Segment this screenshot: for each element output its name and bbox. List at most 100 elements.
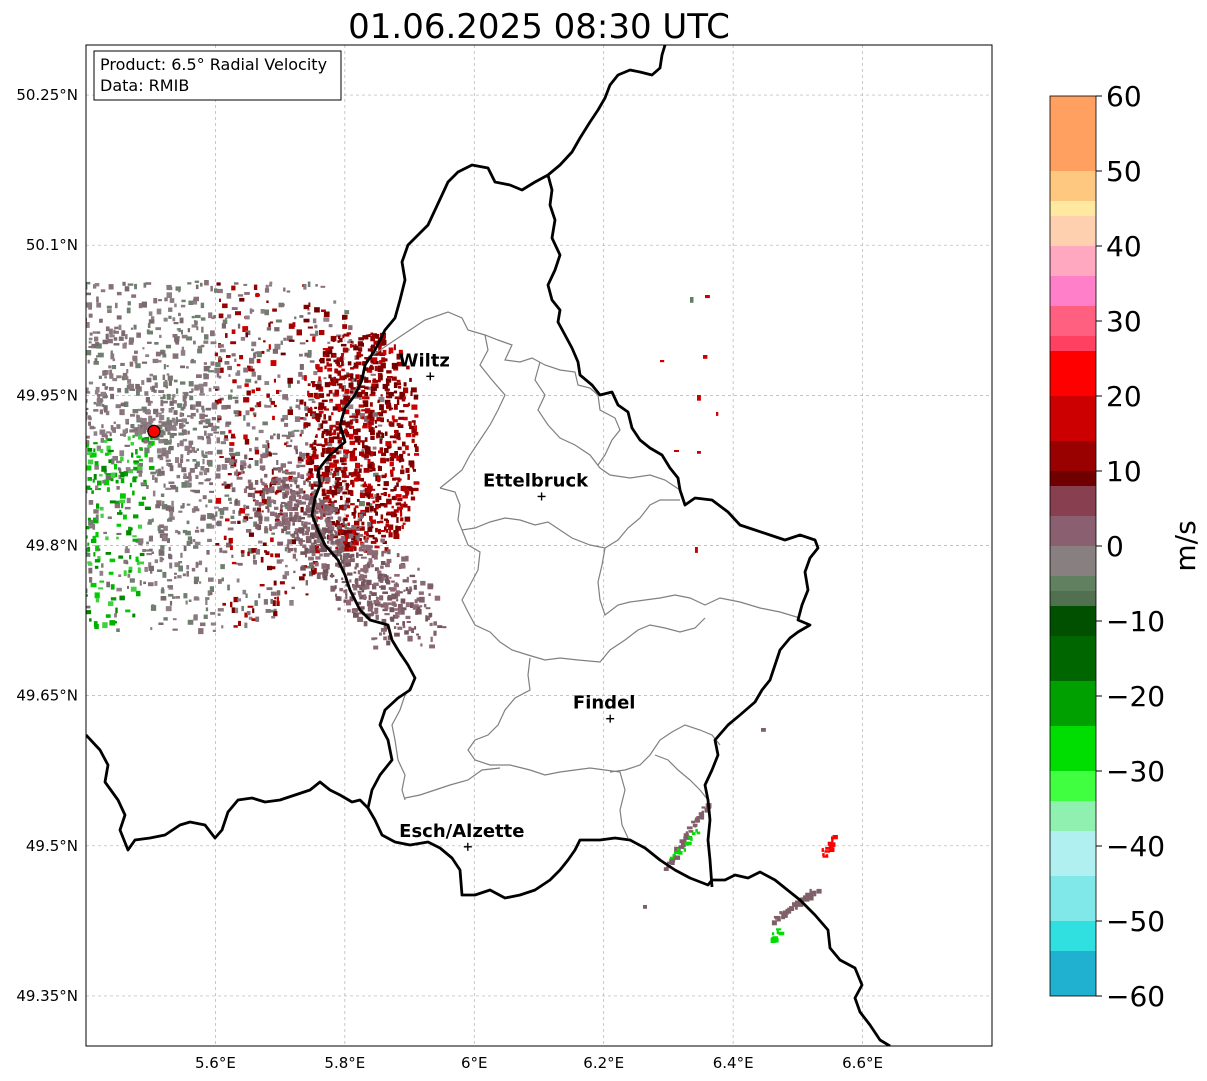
echo-pixel [136,590,141,597]
echo-pixel [299,452,306,458]
echo-pixel [321,309,326,312]
echo-pixel [381,474,387,479]
echo-pixel [304,401,307,407]
echo-pixel [307,408,313,413]
city-label[interactable]: Wiltz [399,350,450,371]
echo-pixel [65,608,69,612]
echo-pixel [117,388,122,393]
echo-pixel [334,378,338,384]
echo-pixel [305,580,308,586]
echo-pixel [230,515,235,519]
echo-pixel [252,309,255,312]
echo-pixel [104,386,109,389]
radar-site-marker[interactable] [147,424,161,438]
echo-pixel [307,307,310,311]
echo-pixel [28,341,31,347]
echo-pixel [20,536,24,538]
echo-pixel [352,482,355,488]
echo-pixel [338,335,341,340]
echo-pixel [378,412,384,417]
echo-pixel [291,495,296,502]
echo-pixel [53,501,55,504]
echo-pixel [162,353,167,358]
echo-pixel [209,591,213,596]
echo-pixel [7,477,13,479]
echo-pixel [106,431,111,434]
echo-pixel [381,551,384,557]
echo-pixel [372,379,378,383]
echo-pixel [276,520,282,526]
echo-pixel [268,322,271,328]
echo-pixel [332,392,335,395]
echo-pixel [149,373,154,377]
echo-pixel [11,397,14,400]
city-label[interactable]: Esch/Alzette [399,821,524,842]
echo-pixel [333,507,338,512]
echo-pixel [781,916,785,920]
echo-pixel [20,296,26,299]
city-label[interactable]: Ettelbruck [483,470,589,491]
echo-pixel [231,487,236,493]
echo-pixel [399,352,404,356]
echo-pixel [685,835,691,840]
echo-pixel [273,608,277,612]
echo-pixel [183,401,187,407]
echo-pixel [813,890,817,897]
echo-pixel [367,507,373,513]
echo-pixel [318,402,325,408]
echo-pixel [127,301,131,306]
echo-pixel [286,444,292,448]
echo-pixel [138,524,143,529]
echo-pixel [104,452,109,456]
echo-pixel [383,602,388,606]
echo-pixel [414,414,419,418]
echo-pixel [214,352,218,357]
echo-pixel [347,373,353,378]
echo-pixel [53,474,57,479]
echo-pixel [349,533,354,539]
echo-pixel [79,541,84,546]
echo-pixel [260,453,265,458]
echo-pixel [49,428,51,433]
echo-pixel [156,473,162,477]
echo-pixel [204,280,209,286]
echo-pixel [89,332,93,336]
echo-pixel [193,320,197,323]
echo-pixel [86,535,88,539]
echo-pixel [178,561,183,564]
echo-pixel [100,448,104,453]
echo-pixel [87,415,91,420]
echo-pixel [412,604,419,610]
echo-pixel [243,516,249,521]
echo-pixel [160,589,165,594]
echo-pixel [92,523,96,530]
echo-pixel [699,813,704,816]
echo-pixel [333,394,339,397]
echo-pixel [832,835,838,840]
echo-pixel [96,394,103,397]
echo-pixel [50,442,55,445]
echo-pixel [389,528,392,534]
echo-pixel [256,351,262,358]
echo-pixel [386,498,392,505]
echo-pixel [246,390,251,396]
echo-pixel [175,486,179,493]
echo-pixel [404,630,409,635]
echo-pixel [202,454,208,458]
echo-pixel [381,534,386,538]
echo-pixel [385,575,389,581]
echo-pixel [51,431,56,434]
echo-pixel [90,538,97,543]
echo-pixel [305,551,308,558]
echo-pixel [0,322,1,327]
echo-pixel [264,288,270,293]
echo-pixel [394,429,399,433]
echo-pixel [121,330,126,336]
echo-pixel [245,378,252,383]
echo-pixel [143,423,147,429]
echo-pixel [237,520,241,524]
city-label[interactable]: Findel [573,693,636,714]
echo-pixel [273,500,277,505]
echo-pixel [370,391,376,395]
echo-pixel [206,478,212,481]
